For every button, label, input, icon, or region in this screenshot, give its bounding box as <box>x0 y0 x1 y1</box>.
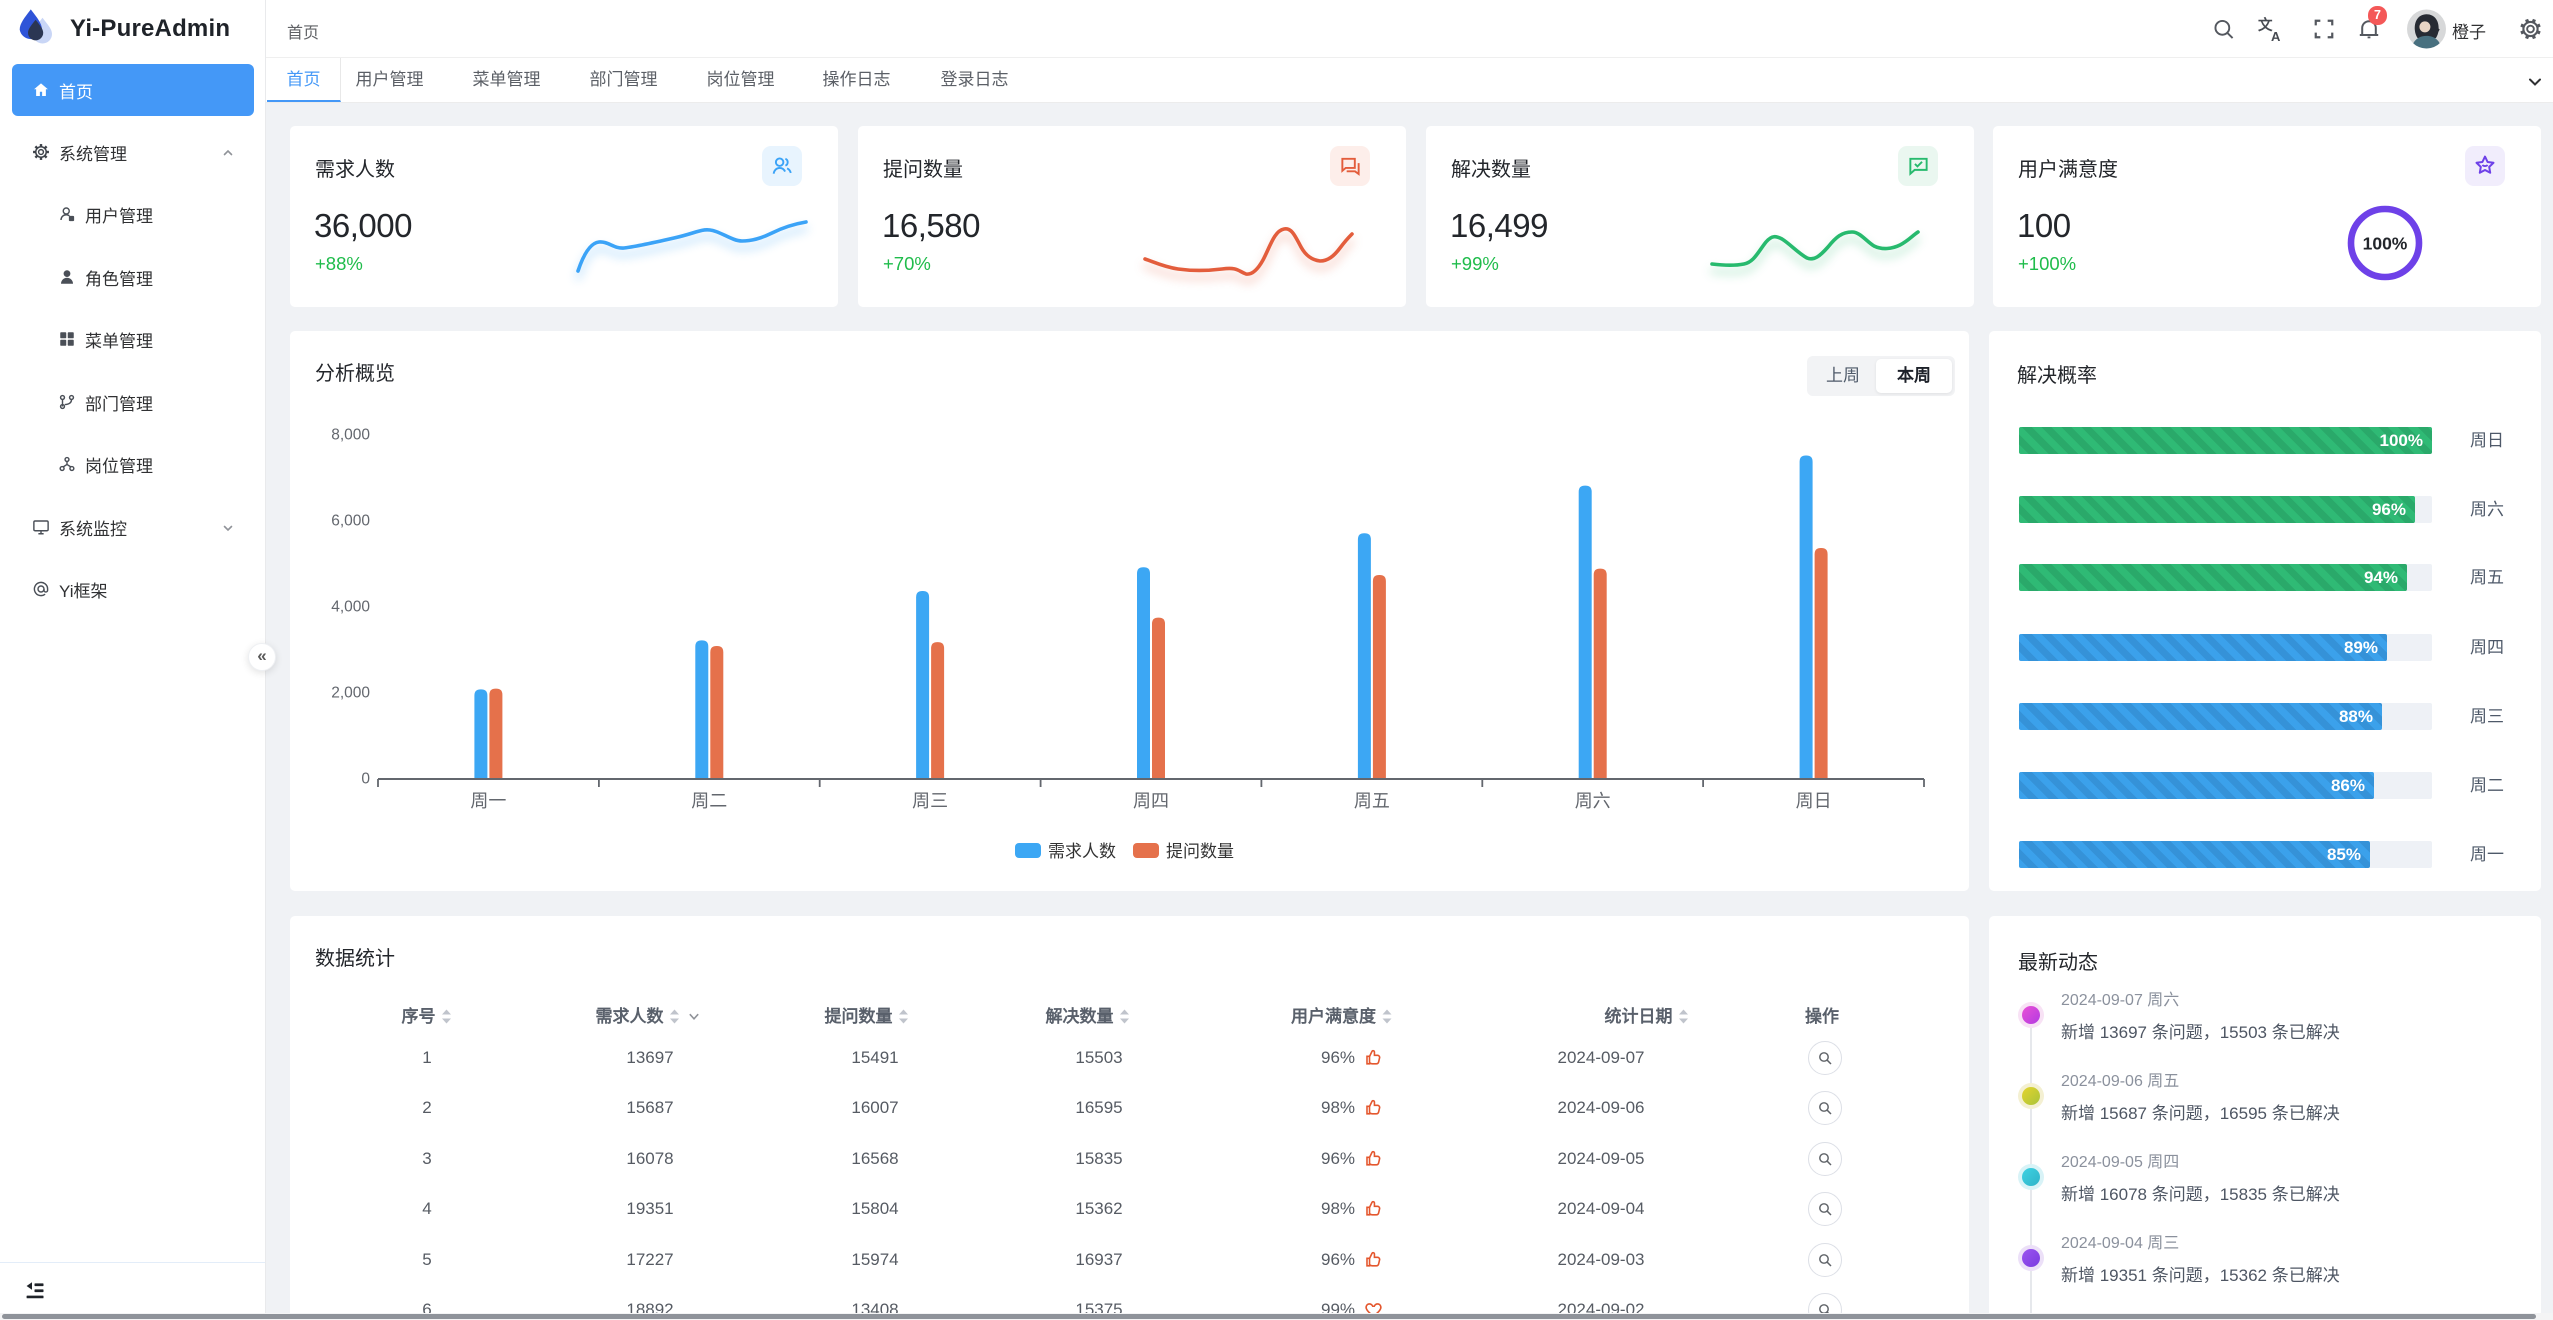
svg-text:2,000: 2,000 <box>331 685 370 702</box>
svg-text:周二: 周二 <box>691 791 727 811</box>
svg-text:A: A <box>2271 29 2281 42</box>
svg-text:100%: 100% <box>2363 234 2408 254</box>
svg-text:周日: 周日 <box>1796 791 1832 811</box>
svg-text:周六: 周六 <box>1575 791 1611 811</box>
svg-text:提问数量: 提问数量 <box>1166 842 1234 861</box>
svg-text:6,000: 6,000 <box>331 513 370 530</box>
svg-text:4,000: 4,000 <box>331 599 370 616</box>
svg-text:8,000: 8,000 <box>331 427 370 444</box>
svg-text:周一: 周一 <box>470 791 506 811</box>
svg-text:0: 0 <box>361 771 370 788</box>
svg-text:需求人数: 需求人数 <box>1048 842 1116 861</box>
svg-text:周五: 周五 <box>1354 791 1390 811</box>
svg-text:文: 文 <box>2258 16 2273 34</box>
svg-text:周三: 周三 <box>912 791 948 811</box>
svg-text:周四: 周四 <box>1133 791 1169 811</box>
